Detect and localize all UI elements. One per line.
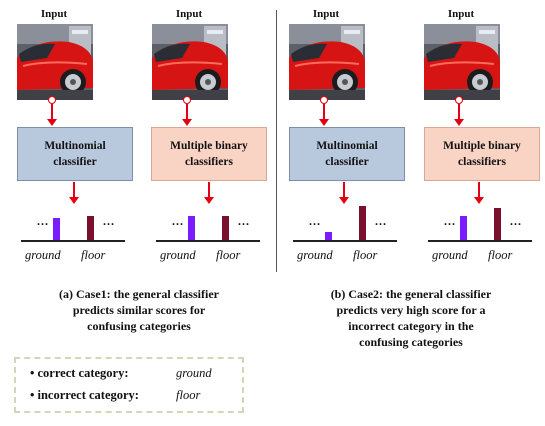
legend-row-correct: • correct category: ground — [30, 366, 212, 381]
caption-line: confusing categories — [87, 319, 191, 333]
arrow — [182, 104, 192, 126]
arrow — [69, 182, 79, 204]
multinomial-classifier-box: Multinomial classifier — [289, 127, 405, 181]
caption-line: incorrect category in the — [348, 319, 474, 333]
arrow — [204, 182, 214, 204]
ellipsis: ... — [375, 214, 387, 228]
divider — [276, 10, 277, 272]
arrow — [454, 104, 464, 126]
input-title: Input — [312, 8, 340, 20]
classifier-label: classifier — [53, 156, 97, 168]
bar-floor — [494, 208, 501, 240]
connector-ring — [455, 96, 463, 104]
bar-baseline — [156, 240, 260, 242]
caption-line: predicts similar scores for — [72, 303, 206, 317]
classifier-label: classifiers — [458, 156, 506, 168]
binary-classifiers-box: Multiple binary classifiers — [151, 127, 267, 181]
bar-baseline — [21, 240, 125, 242]
caption-line: (a) Case1: the general classifier — [59, 287, 219, 301]
category-label-floor: floor — [81, 248, 106, 262]
caption-line: predicts very high score for a — [336, 303, 486, 317]
arrow — [47, 104, 57, 126]
input-car-image — [424, 24, 500, 100]
category-label-floor: floor — [216, 248, 241, 262]
legend-value: floor — [176, 388, 201, 402]
classifier-label: Multiple binary — [443, 140, 521, 152]
bar-floor — [359, 206, 366, 240]
multinomial-classifier-box: Multinomial classifier — [17, 127, 133, 181]
ellipsis: ... — [309, 214, 321, 228]
legend-key: • correct category: — [30, 366, 129, 380]
classifier-label: classifiers — [185, 156, 233, 168]
arrow — [319, 104, 329, 126]
legend-value: ground — [176, 366, 212, 380]
connector-ring — [48, 96, 56, 104]
category-label-floor: floor — [488, 248, 513, 262]
legend-key: • incorrect category: — [30, 388, 139, 402]
category-label-floor: floor — [353, 248, 378, 262]
arrow — [339, 182, 349, 204]
classifier-label: Multinomial — [316, 140, 378, 152]
ellipsis: ... — [238, 214, 250, 228]
connector-ring — [183, 96, 191, 104]
input-title: Input — [447, 8, 475, 20]
bar-ground — [53, 218, 60, 240]
input-car-image — [289, 24, 365, 100]
ellipsis: ... — [444, 214, 456, 228]
category-label-ground: ground — [297, 248, 333, 262]
ellipsis: ... — [510, 214, 522, 228]
legend-row-incorrect: • incorrect category: floor — [30, 388, 200, 403]
category-label-ground: ground — [160, 248, 196, 262]
input-title: Input — [40, 8, 68, 20]
ellipsis: ... — [103, 214, 115, 228]
bar-ground — [460, 216, 467, 240]
caption-case2: (b) Case2: the general classifier predic… — [286, 286, 536, 350]
classifier-label: Multiple binary — [170, 140, 248, 152]
caption-case1: (a) Case1: the general classifier predic… — [14, 286, 264, 334]
arrow — [474, 182, 484, 204]
caption-line: confusing categories — [359, 335, 463, 349]
input-car-image — [152, 24, 228, 100]
bar-floor — [87, 216, 94, 240]
bar-ground — [188, 216, 195, 240]
bar-baseline — [428, 240, 532, 242]
ellipsis: ... — [37, 214, 49, 228]
classifier-label: classifier — [325, 156, 369, 168]
binary-classifiers-box: Multiple binary classifiers — [424, 127, 540, 181]
input-car-image — [17, 24, 93, 100]
connector-ring — [320, 96, 328, 104]
category-label-ground: ground — [25, 248, 61, 262]
bar-ground — [325, 232, 332, 240]
legend: • correct category: ground • incorrect c… — [14, 357, 244, 413]
category-label-ground: ground — [432, 248, 468, 262]
classifier-label: Multinomial — [44, 140, 106, 152]
input-title: Input — [175, 8, 203, 20]
bar-floor — [222, 216, 229, 240]
caption-line: (b) Case2: the general classifier — [330, 287, 492, 301]
ellipsis: ... — [172, 214, 184, 228]
bar-baseline — [293, 240, 397, 242]
